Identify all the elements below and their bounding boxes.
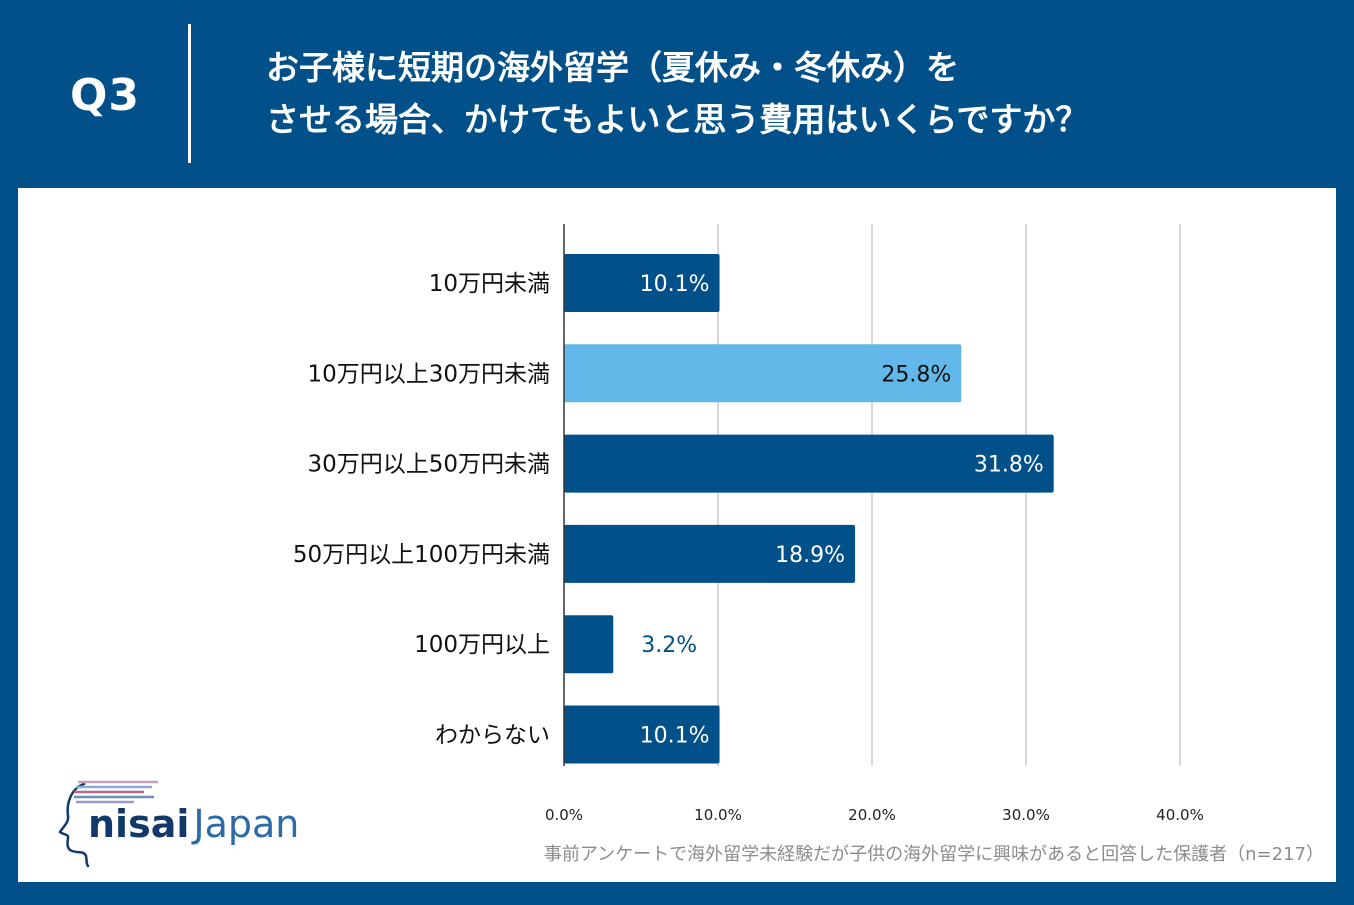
category-label: わからない: [435, 723, 550, 749]
question-title-line-1: お子様に短期の海外留学（夏休み・冬休み）を: [266, 48, 959, 87]
footnote: 事前アンケートで海外留学未経験だが子供の海外留学に興味があると回答した保護者（n…: [543, 844, 1324, 865]
x-tick-label: 0.0%: [545, 806, 583, 824]
header-divider: [188, 24, 191, 163]
bar: [564, 254, 720, 312]
value-label: 10.1%: [640, 724, 710, 749]
nisai-japan-logo: nisai Japan: [54, 776, 334, 868]
bar-chart: 0.0% 10.0% 20.0% 30.0% 40.0% 10万円未満 10.1% 10万円以…: [293, 224, 1204, 824]
grid-lines: [717, 224, 1181, 766]
bar: [564, 705, 720, 764]
bar: [564, 615, 614, 674]
question-title: お子様に短期の海外留学（夏休み・冬休み）を させる場合、かけてもよいと思う費用は…: [266, 42, 1346, 146]
bar: [564, 524, 856, 583]
question-title-line-2: させる場合、かけてもよいと思う費用はいくらですか？: [266, 100, 1089, 139]
value-label: 25.8%: [881, 362, 951, 387]
category-label: 50万円以上100万円未満: [293, 542, 550, 568]
value-label: 31.8%: [974, 453, 1044, 478]
logo-wordmark: nisai Japan: [88, 802, 299, 846]
x-tick-label: 20.0%: [848, 806, 896, 824]
category-label: 10万円未満: [429, 271, 550, 297]
question-number: Q3: [70, 70, 141, 121]
logo-brand: nisai: [88, 802, 190, 846]
category-label: 30万円以上50万円未満: [307, 452, 550, 478]
face-profile-logo-icon: [58, 780, 158, 868]
bars: [564, 254, 1054, 764]
value-label: 18.9%: [775, 543, 845, 568]
bar: [564, 344, 962, 403]
category-label: 10万円以上30万円未満: [307, 361, 550, 387]
chart-panel: 0.0% 10.0% 20.0% 30.0% 40.0% 10万円未満 10.1% 10万円以…: [18, 188, 1336, 882]
x-tick-label: 10.0%: [694, 806, 742, 824]
bar: [564, 434, 1054, 493]
x-tick-label: 30.0%: [1002, 806, 1050, 824]
logo-brand-suffix: Japan: [193, 802, 300, 846]
x-tick-label: 40.0%: [1156, 806, 1204, 824]
value-label: 3.2%: [641, 633, 697, 658]
category-label: 100万円以上: [414, 632, 550, 658]
header: Q3 お子様に短期の海外留学（夏休み・冬休み）を させる場合、かけてもよいと思う…: [0, 0, 1354, 188]
value-label: 10.1%: [640, 272, 710, 297]
labels: 0.0% 10.0% 20.0% 30.0% 40.0% 10万円未満 10.1% 10万円以…: [293, 224, 1204, 824]
